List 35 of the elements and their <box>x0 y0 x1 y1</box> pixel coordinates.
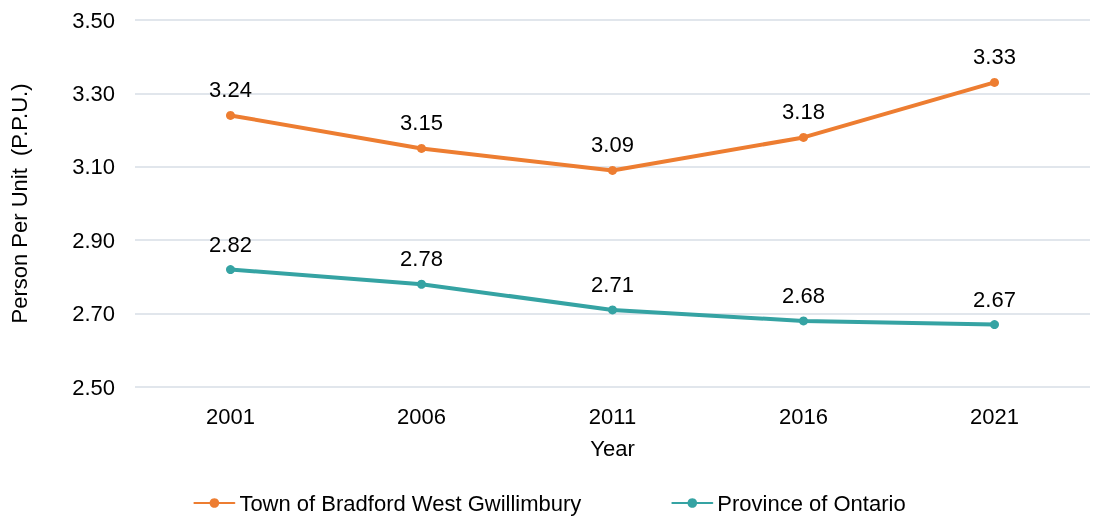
y-tick-label: 3.50 <box>72 7 115 33</box>
x-tick-label: 2016 <box>779 403 828 429</box>
data-label: 3.18 <box>782 99 825 125</box>
y-tick-label: 3.30 <box>72 80 115 106</box>
data-label: 2.82 <box>209 231 252 257</box>
data-label: 3.24 <box>209 77 252 103</box>
data-label: 3.15 <box>400 110 443 136</box>
y-tick-label: 3.10 <box>72 154 115 180</box>
point <box>226 265 235 275</box>
data-label: 3.09 <box>591 132 634 158</box>
x-tick-label: 2001 <box>206 403 255 429</box>
legend-label: Town of Bradford West Gwillimbury <box>239 490 582 516</box>
point <box>608 305 617 315</box>
x-tick-label: 2021 <box>970 403 1019 429</box>
data-label: 2.68 <box>782 282 825 308</box>
point <box>417 143 426 153</box>
point <box>608 165 617 175</box>
y-axis-title: Person Per Unit (P.P.U.) <box>6 83 32 324</box>
y-tick-label: 2.50 <box>72 374 115 400</box>
data-label: 3.33 <box>973 44 1016 70</box>
data-label: 2.78 <box>400 246 443 272</box>
point <box>990 320 999 330</box>
x-tick-label: 2011 <box>588 403 637 429</box>
y-tick-label: 2.70 <box>72 301 115 327</box>
x-axis-title: Year <box>590 435 635 461</box>
point <box>417 279 426 289</box>
data-label: 2.67 <box>973 286 1016 312</box>
x-tick-label: 2006 <box>397 403 446 429</box>
point <box>799 316 808 326</box>
y-tick-label: 2.90 <box>72 227 115 253</box>
point <box>799 132 808 142</box>
data-label: 2.71 <box>591 271 634 297</box>
point <box>990 77 999 87</box>
legend-label: Province of Ontario <box>717 490 906 516</box>
point <box>226 110 235 120</box>
